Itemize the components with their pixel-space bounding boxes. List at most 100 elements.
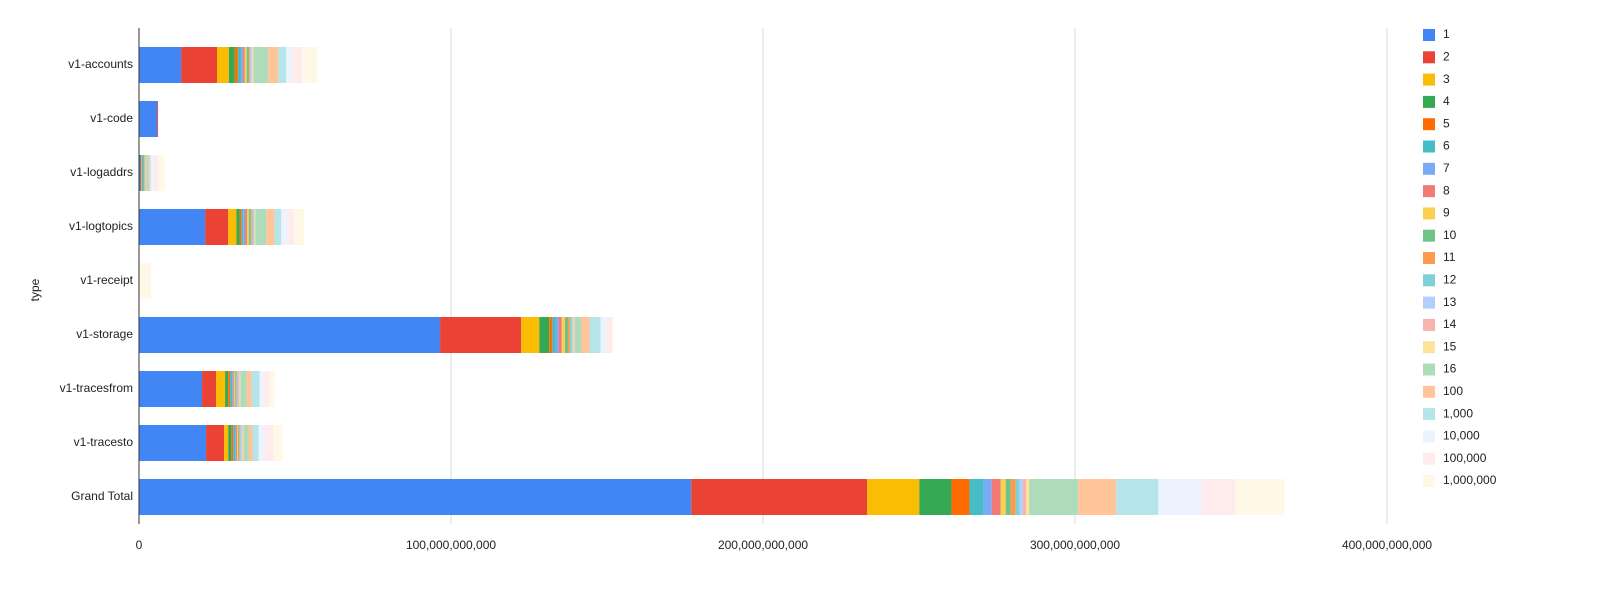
legend-label: 3 (1443, 72, 1450, 86)
bar-segment (139, 317, 441, 353)
bar-segment (250, 47, 252, 83)
bar-segment (228, 425, 232, 461)
legend-swatch (1423, 363, 1435, 376)
bar-segment (691, 479, 868, 515)
bar-segment (238, 425, 240, 461)
legend-label: 9 (1443, 206, 1450, 220)
y-tick-label: v1-storage (76, 327, 133, 341)
x-tick-label: 200,000,000,000 (718, 538, 808, 552)
bar-segment (1022, 479, 1027, 515)
bar-segment (139, 263, 151, 299)
bar-segment (252, 209, 254, 245)
bar-segment (242, 47, 245, 83)
legend-label: 1,000 (1443, 406, 1473, 420)
bar-segment (224, 425, 229, 461)
bar-segment (1005, 479, 1011, 515)
legend-label: 1,000,000 (1443, 473, 1497, 487)
bar-segment (589, 317, 601, 353)
bar-segment (246, 371, 252, 407)
bar-segment (269, 371, 275, 407)
bar-segment (139, 425, 207, 461)
bar-segment (983, 479, 992, 515)
bar-segment (281, 209, 288, 245)
y-tick-label: v1-tracesfrom (60, 381, 133, 395)
legend-label: 7 (1443, 161, 1450, 175)
bar-segment (581, 317, 590, 353)
bar-segment (294, 209, 305, 245)
bar-segment (243, 209, 246, 245)
bar-segment (561, 317, 565, 353)
bar-segment (241, 47, 243, 83)
bar-segment (302, 47, 318, 83)
legend-swatch (1423, 475, 1435, 487)
bar-segment (236, 425, 238, 461)
bar-segment (148, 155, 151, 191)
legend-swatch (1423, 318, 1435, 331)
bar-segment (1019, 479, 1023, 515)
y-tick-label: v1-receipt (80, 273, 133, 287)
bar-segment (259, 371, 264, 407)
bar-segment (142, 155, 144, 191)
bar-segment (251, 371, 260, 407)
bar-segment (248, 209, 251, 245)
bar-segment (248, 425, 253, 461)
bar-segment (571, 317, 573, 353)
bar-segment (228, 209, 237, 245)
bar-segment (141, 155, 142, 191)
bar-segment (266, 209, 275, 245)
bar-segment (239, 209, 242, 245)
legend-swatch (1423, 185, 1435, 198)
legend-swatch (1423, 252, 1435, 264)
bar-segment (564, 317, 568, 353)
bar-segment (205, 209, 229, 245)
bar-segment (235, 425, 237, 461)
bar-segment (253, 209, 255, 245)
bar-segment (228, 47, 235, 83)
bar-segment (991, 479, 1001, 515)
bar-segment (273, 425, 283, 461)
bar-segment (251, 47, 253, 83)
bar-segment (1201, 479, 1236, 515)
bar-segment (252, 47, 254, 83)
x-tick-label: 400,000,000,000 (1342, 538, 1432, 552)
bar-segment (292, 47, 303, 83)
y-tick-label: v1-logaddrs (70, 165, 133, 179)
bar-segment (574, 317, 582, 353)
bar-segment (206, 425, 225, 461)
bar-segment (251, 209, 253, 245)
bar-segment (238, 371, 240, 407)
legend-swatch (1423, 385, 1435, 398)
legend-swatch (1423, 274, 1435, 287)
bar-segment (440, 317, 522, 353)
bar-segment (235, 371, 237, 407)
bar-segment (558, 317, 562, 353)
y-tick-label: v1-code (90, 111, 133, 125)
bar-segment (157, 101, 159, 137)
legend-label: 13 (1443, 295, 1457, 309)
bar-segment (951, 479, 970, 515)
legend-swatch (1423, 73, 1435, 86)
legend-swatch (1423, 229, 1435, 242)
bar-segment (919, 479, 952, 515)
bar-segment (255, 209, 267, 245)
bar-segment (231, 425, 234, 461)
legend-label: 4 (1443, 94, 1450, 108)
bar-segment (236, 209, 240, 245)
legend-label: 14 (1443, 317, 1457, 331)
bar-segment (153, 155, 159, 191)
bar-segment (237, 371, 239, 407)
legend-label: 5 (1443, 116, 1450, 130)
bar-segment (141, 155, 143, 191)
legend-swatch (1423, 118, 1435, 131)
legend-swatch (1423, 430, 1435, 443)
bar-segment (240, 371, 247, 407)
legend-label: 12 (1443, 272, 1457, 286)
bar-segment (150, 155, 154, 191)
bar-segment (1015, 479, 1020, 515)
bar-segment (139, 155, 141, 191)
legend-swatch (1423, 140, 1435, 153)
bar-segment (146, 155, 149, 191)
legend-swatch (1423, 29, 1435, 41)
